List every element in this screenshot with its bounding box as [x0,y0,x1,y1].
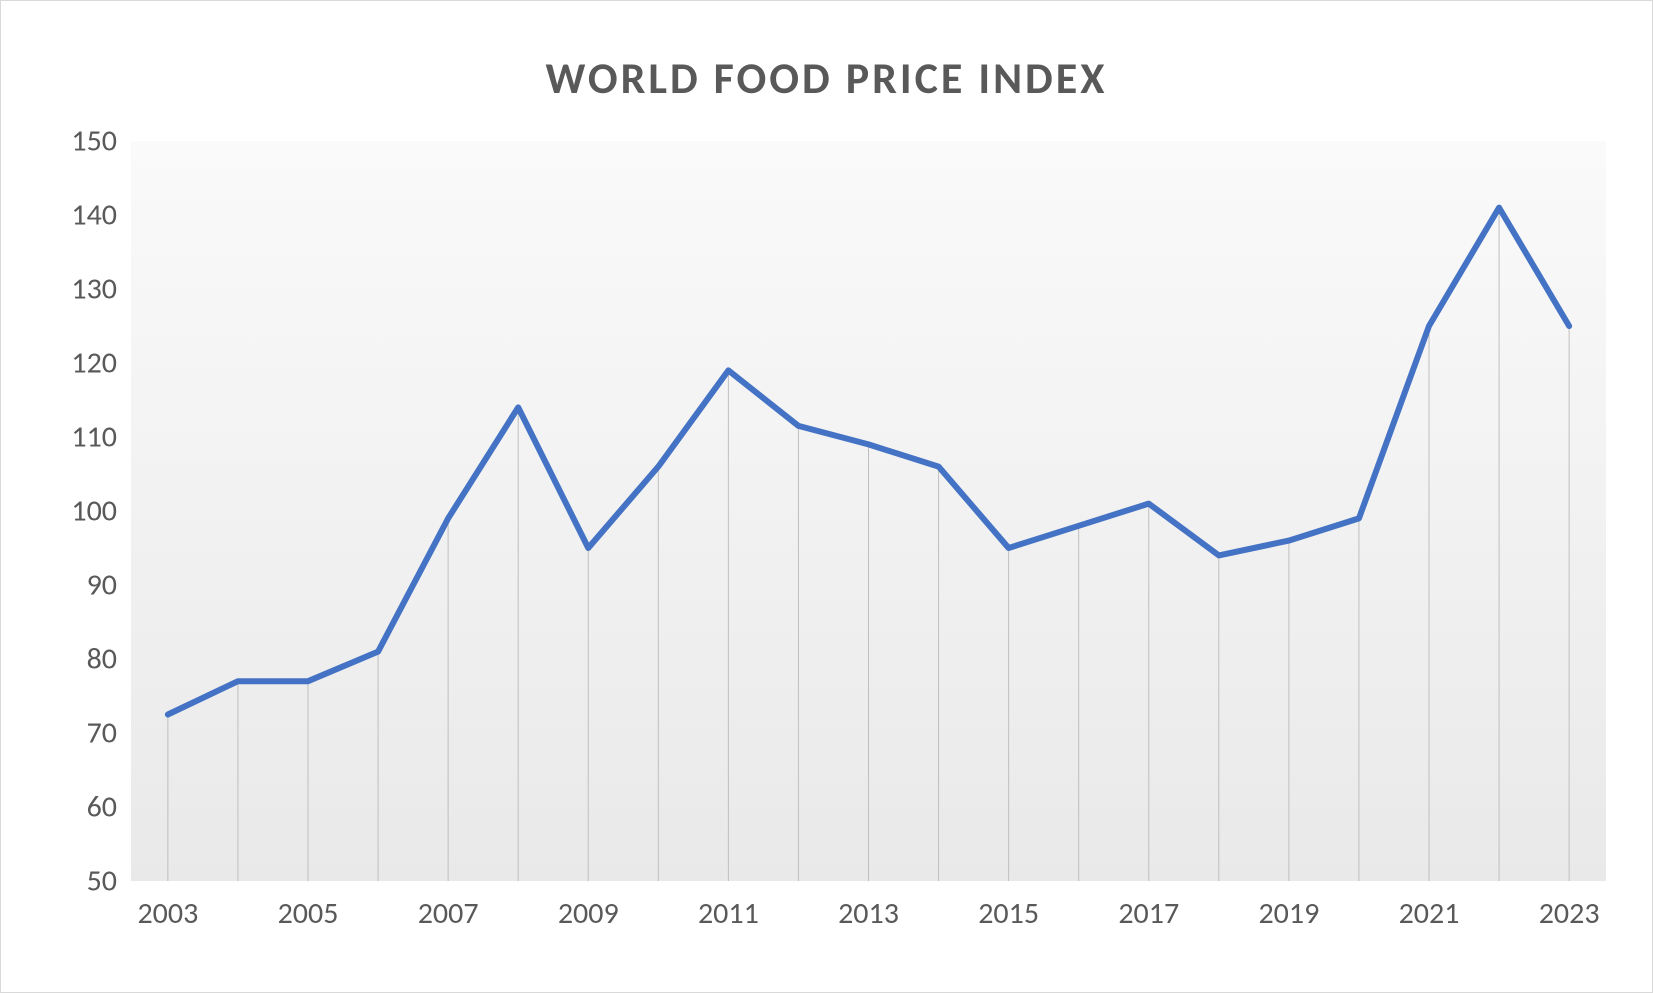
y-tick-label: 50 [87,863,131,900]
x-tick-label: 2011 [698,881,759,932]
x-tick-label: 2003 [137,881,198,932]
chart-frame: WORLD FOOD PRICE INDEX 50607080901001101… [0,0,1653,993]
x-tick-label: 2017 [1118,881,1179,932]
y-tick-label: 80 [87,641,131,678]
x-tick-label: 2007 [418,881,479,932]
x-tick-label: 2015 [978,881,1039,932]
y-tick-label: 110 [71,419,131,456]
x-tick-label: 2005 [278,881,339,932]
y-tick-label: 130 [71,271,131,308]
y-tick-label: 100 [71,493,131,530]
chart-title: WORLD FOOD PRICE INDEX [1,51,1652,105]
y-tick-label: 140 [71,197,131,234]
y-tick-label: 60 [87,789,131,826]
y-tick-label: 150 [71,123,131,160]
x-tick-label: 2021 [1399,881,1460,932]
x-tick-label: 2023 [1539,881,1600,932]
y-tick-label: 90 [87,567,131,604]
x-tick-label: 2019 [1258,881,1319,932]
y-tick-label: 70 [87,715,131,752]
x-tick-label: 2009 [558,881,619,932]
plot-svg [131,141,1606,881]
y-tick-label: 120 [71,345,131,382]
plot-area: 5060708090100110120130140150200320052007… [131,141,1606,881]
x-tick-label: 2013 [838,881,899,932]
